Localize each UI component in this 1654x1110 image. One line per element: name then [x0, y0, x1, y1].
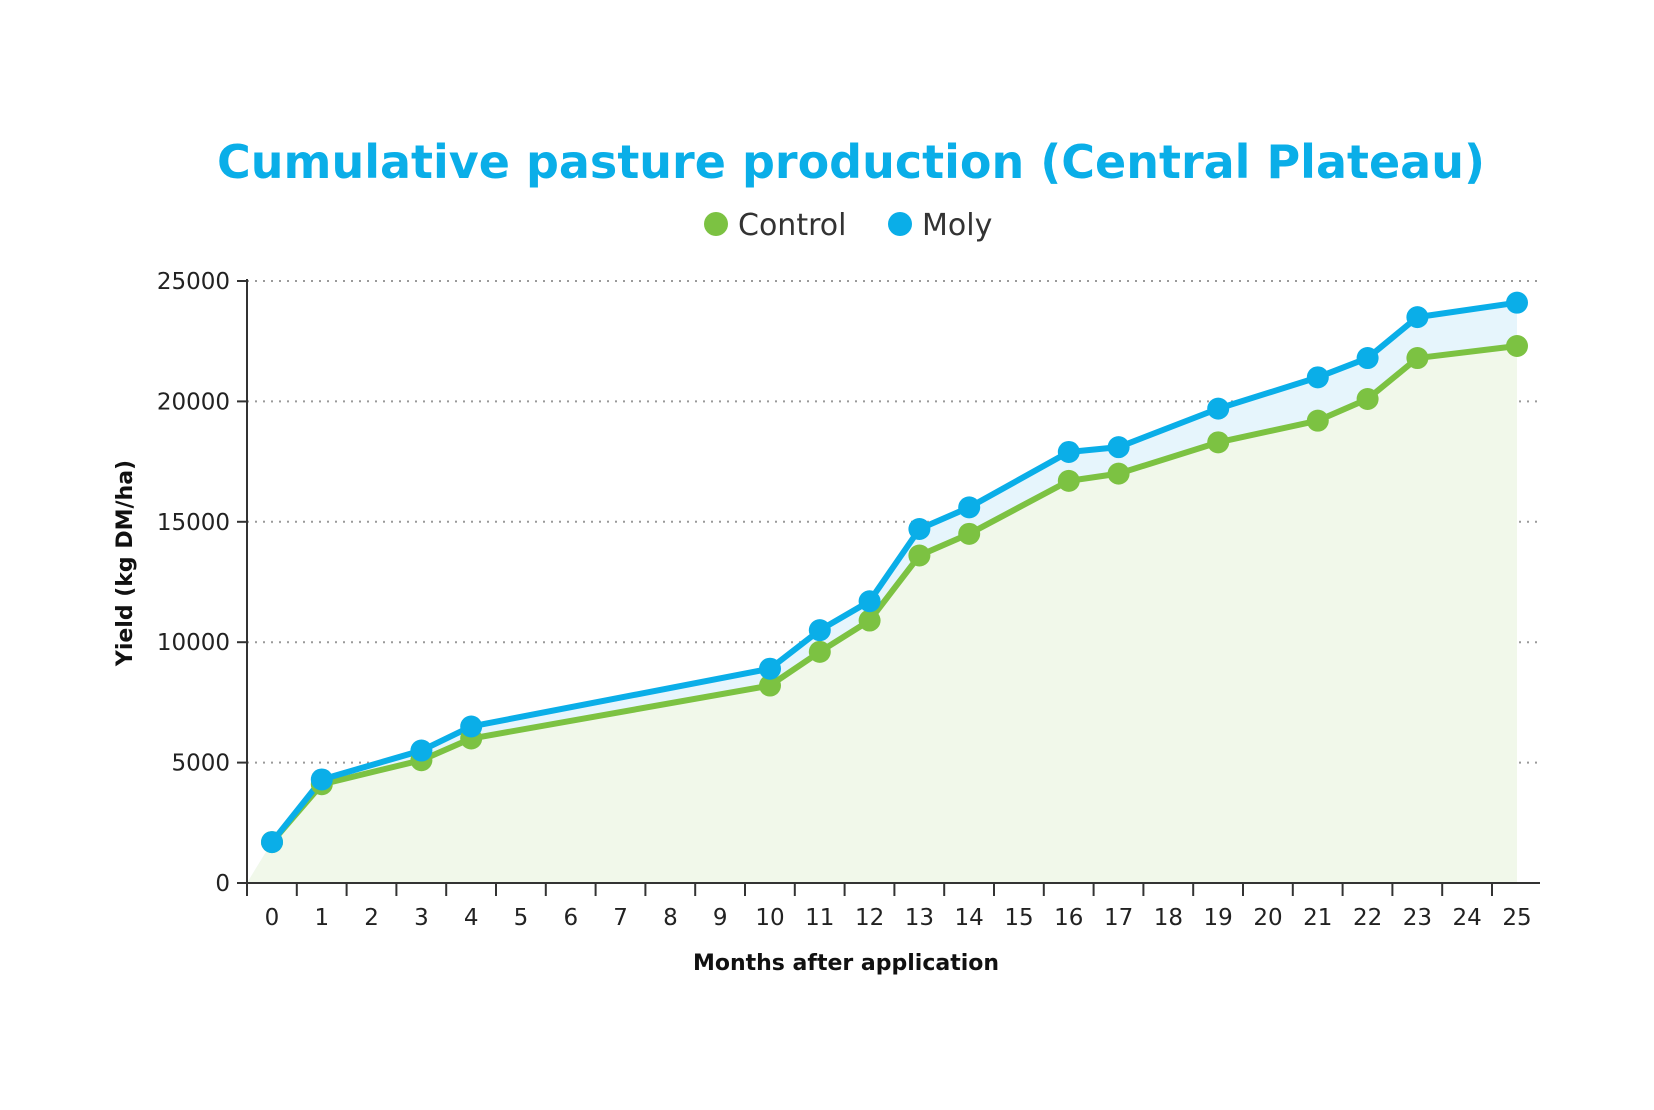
x-tick-label: 16	[1054, 905, 1083, 931]
point-moly	[1356, 347, 1379, 370]
point-control	[958, 522, 981, 545]
y-axis-label: Yield (kg DM/ha)	[113, 460, 138, 667]
y-tick-label: 10000	[157, 630, 230, 656]
point-moly	[410, 739, 433, 762]
point-moly	[858, 590, 881, 613]
point-control	[1356, 387, 1379, 410]
point-control	[759, 674, 781, 697]
legend-marker-control	[704, 212, 728, 236]
x-tick-label: 0	[265, 905, 280, 931]
x-axis-label: Months after application	[693, 951, 999, 976]
point-moly	[808, 619, 831, 642]
legend-marker-moly	[888, 212, 912, 236]
point-control	[1107, 462, 1130, 485]
line-control	[269, 343, 1520, 846]
point-control	[1057, 469, 1080, 492]
x-tick-label: 6	[563, 905, 578, 931]
point-moly	[1107, 436, 1130, 459]
x-tick-label: 18	[1154, 905, 1183, 931]
point-moly	[958, 496, 981, 519]
x-tick-label: 21	[1303, 905, 1332, 931]
x-tick-label: 3	[414, 905, 429, 931]
point-control	[1306, 409, 1329, 432]
point-moly	[1406, 306, 1429, 329]
x-tick-label: 12	[855, 905, 884, 931]
x-tick-label: 19	[1204, 905, 1233, 931]
x-tick-label: 13	[905, 905, 934, 931]
area-control	[247, 346, 1517, 883]
point-control	[1406, 347, 1429, 370]
series-points	[261, 291, 1528, 854]
x-tick-label: 8	[663, 905, 678, 931]
x-tick-label: 1	[314, 905, 329, 931]
x-tick-label: 23	[1403, 905, 1432, 931]
point-moly	[261, 831, 283, 854]
x-tick-label: 9	[713, 905, 728, 931]
series-lines	[269, 299, 1520, 846]
x-tick-label: 4	[464, 905, 479, 931]
point-control	[908, 544, 931, 567]
point-moly	[908, 518, 931, 541]
x-tick-label: 2	[364, 905, 379, 931]
x-axis-ticks: 0 1 2 3 4 5 6 7 8 9 10 11 12 13 14 15 16 17 18 19 20 21 22 23 24…	[246, 883, 1532, 931]
x-tick-label: 15	[1004, 905, 1033, 931]
y-axis-ticks: 0 5000 10000 15000 20000 25000	[157, 269, 247, 897]
x-tick-label: 14	[955, 905, 984, 931]
point-control	[1506, 335, 1528, 358]
y-tick-label: 0	[215, 871, 230, 897]
point-moly	[460, 715, 483, 738]
y-tick-label: 15000	[157, 510, 230, 536]
x-tick-label: 20	[1253, 905, 1282, 931]
x-tick-label: 25	[1502, 905, 1531, 931]
x-tick-label: 5	[514, 905, 529, 931]
y-tick-label: 25000	[157, 269, 230, 295]
legend-label-control: Control	[738, 208, 846, 243]
legend-label-moly: Moly	[922, 208, 992, 243]
x-tick-label: 22	[1353, 905, 1382, 931]
point-control	[808, 640, 831, 663]
area-fills	[247, 302, 1517, 883]
x-tick-label: 7	[613, 905, 628, 931]
y-tick-label: 5000	[171, 751, 230, 777]
y-tick-label: 20000	[157, 389, 230, 415]
point-moly	[1207, 397, 1230, 420]
chart-title: Cumulative pasture production (Central P…	[217, 135, 1485, 189]
point-moly	[1506, 291, 1528, 314]
x-tick-label: 11	[805, 905, 834, 931]
point-moly	[1306, 366, 1329, 389]
point-moly	[310, 768, 333, 791]
x-tick-label: 17	[1104, 905, 1133, 931]
point-control	[858, 609, 881, 632]
point-moly	[1057, 440, 1080, 463]
point-moly	[759, 657, 781, 680]
point-control	[1207, 431, 1230, 454]
x-tick-label: 24	[1453, 905, 1482, 931]
x-tick-label: 10	[755, 905, 784, 931]
legend: Control Moly	[704, 208, 992, 243]
line-moly	[269, 299, 1520, 846]
